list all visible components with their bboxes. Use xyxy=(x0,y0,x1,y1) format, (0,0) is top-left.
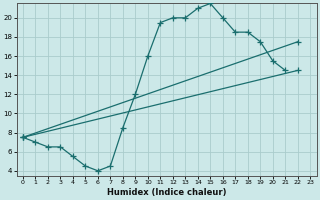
X-axis label: Humidex (Indice chaleur): Humidex (Indice chaleur) xyxy=(107,188,226,197)
